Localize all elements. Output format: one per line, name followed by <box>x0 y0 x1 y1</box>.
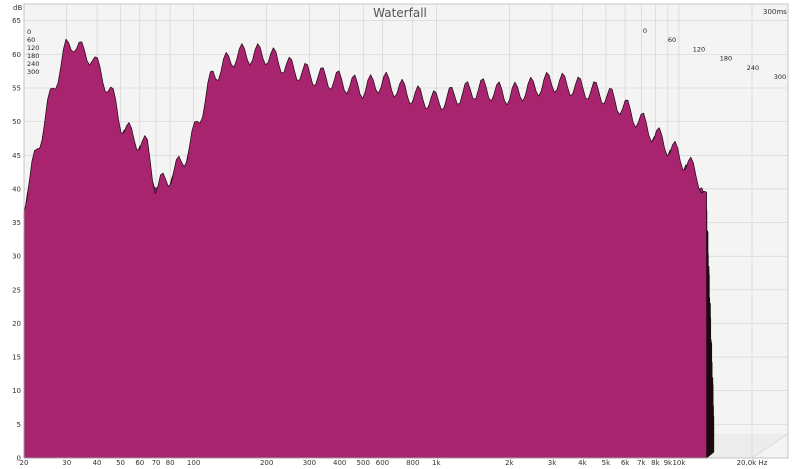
waterfall-slices <box>23 38 715 459</box>
y-tick-label: 10 <box>12 387 21 395</box>
x-tick-label: 200 <box>260 459 273 465</box>
x-tick-label: 9k <box>664 459 673 465</box>
x-tick-label: 40 <box>93 459 102 465</box>
x-tick-label: 20 <box>20 459 29 465</box>
x-tick-label: 800 <box>406 459 419 465</box>
y-axis-label: dB <box>13 4 22 12</box>
x-tick-label: 8k <box>651 459 660 465</box>
y-tick-label: 45 <box>12 152 21 160</box>
x-tick-label: 50 <box>116 459 125 465</box>
chart-title: Waterfall <box>373 6 427 20</box>
y-tick-label: 25 <box>12 286 21 294</box>
x-tick-label: 2k <box>505 459 514 465</box>
z-tick-label-left: 240 <box>27 60 39 68</box>
x-tick-label: 300 <box>303 459 316 465</box>
z-tick-label: 240 <box>747 64 759 72</box>
chart-axes: 20 30 40 50 60 70 80 100 200 300 400 500 600 800 1k 2k 3… <box>12 3 789 467</box>
decay-slice <box>23 38 707 459</box>
x-tick-label: 4k <box>578 459 587 465</box>
x-tick-label: 400 <box>333 459 346 465</box>
z-tick-label: 120 <box>693 45 705 53</box>
z-tick-label: 0 <box>643 27 647 35</box>
x-tick-label: 600 <box>376 459 389 465</box>
y-tick-label: 5 <box>17 421 21 429</box>
y-tick-label: 30 <box>12 253 21 261</box>
y-tick-label: 35 <box>12 219 21 227</box>
y-tick-label: 65 <box>12 17 21 25</box>
x-tick-label: 3k <box>548 459 557 465</box>
y-tick-label: 20 <box>12 320 21 328</box>
y-tick-label: 55 <box>12 85 21 93</box>
y-tick-label: 60 <box>12 51 21 59</box>
chart-frame <box>23 3 789 459</box>
x-tick-label: 10k <box>672 459 686 465</box>
z-tick-label: 180 <box>720 55 732 63</box>
y-tick-label: 0 <box>17 455 21 463</box>
z-tick-label: 300 <box>774 73 786 81</box>
y-tick-label: 40 <box>12 185 21 193</box>
x-tick-label: 20.0k Hz <box>737 459 768 465</box>
z-tick-label-left: 300 <box>27 68 39 76</box>
x-tick-label: 70 <box>152 459 161 465</box>
x-tick-label: 80 <box>166 459 175 465</box>
z-tick-label: 60 <box>668 36 676 44</box>
z-tick-label-left: 120 <box>27 44 39 52</box>
x-tick-label: 1k <box>432 459 441 465</box>
z-axis-label: 300ms <box>763 8 787 16</box>
floor-gridline <box>751 433 789 459</box>
x-tick-label: 5k <box>602 459 611 465</box>
x-tick-label: 100 <box>187 459 200 465</box>
z-tick-label-left: 60 <box>27 36 35 44</box>
y-tick-label: 50 <box>12 118 21 126</box>
x-tick-label: 500 <box>357 459 370 465</box>
z-tick-label-left: 180 <box>27 52 39 60</box>
z-tick-label-left: 0 <box>27 28 31 36</box>
x-tick-label: 60 <box>135 459 144 465</box>
y-tick-label: 15 <box>12 354 21 362</box>
x-tick-label: 7k <box>637 459 646 465</box>
x-tick-label: 6k <box>621 459 630 465</box>
x-tick-label: 30 <box>62 459 71 465</box>
